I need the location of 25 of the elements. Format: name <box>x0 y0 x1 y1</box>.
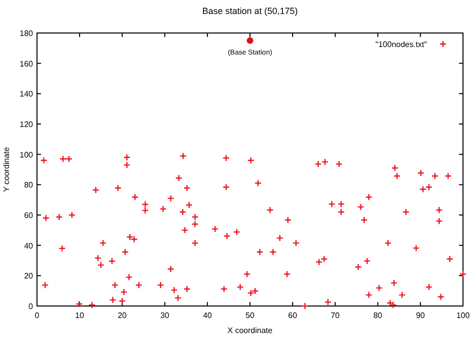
x-tick-label: 50 <box>246 311 255 320</box>
x-tick-label: 40 <box>202 311 212 320</box>
x-tick-label: 100 <box>456 311 470 320</box>
y-tick-label: 20 <box>24 272 34 281</box>
legend-label: "100nodes.txt" <box>376 40 428 49</box>
x-tick-label: 20 <box>118 311 128 320</box>
y-tick-label: 60 <box>24 211 34 220</box>
chart-title: Base station at (50,175) <box>202 6 298 16</box>
y-tick-label: 160 <box>20 59 34 68</box>
y-tick-label: 140 <box>20 90 34 99</box>
x-tick-label: 90 <box>416 311 426 320</box>
x-tick-label: 30 <box>160 311 170 320</box>
x-axis-title: X coordinate <box>228 326 274 335</box>
y-tick-label: 80 <box>24 180 34 190</box>
y-tick-label: 100 <box>20 150 34 160</box>
x-tick-label: 70 <box>330 311 340 320</box>
y-tick-label: 40 <box>24 241 34 250</box>
x-tick-label: 80 <box>373 311 383 320</box>
y-tick-label: 0 <box>28 302 34 311</box>
x-tick-label: 10 <box>75 311 85 320</box>
x-tick-label: 0 <box>34 311 40 320</box>
y-axis-title: Y coordinate <box>2 146 11 192</box>
y-tick-label: 180 <box>20 29 34 38</box>
y-tick-label: 120 <box>20 120 34 129</box>
x-tick-label: 60 <box>288 311 298 320</box>
